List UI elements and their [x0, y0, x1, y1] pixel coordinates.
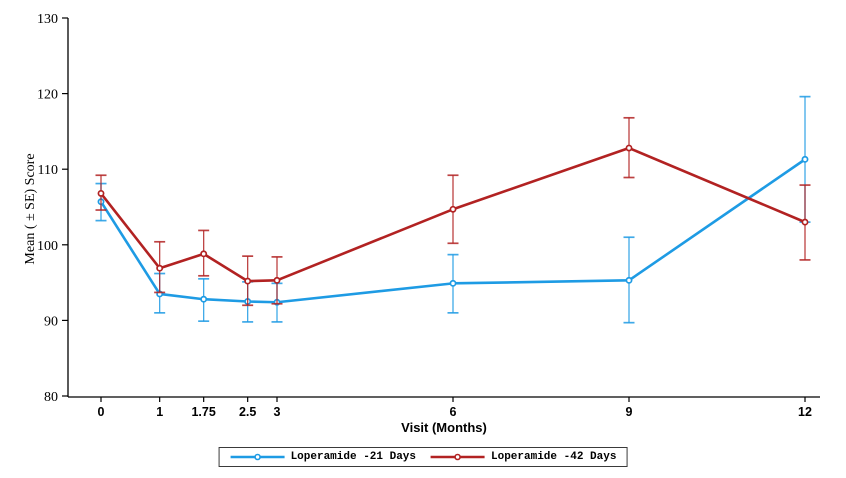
legend-swatch-blue — [230, 453, 285, 461]
svg-text:80: 80 — [44, 390, 58, 405]
y-axis-title: Mean ( ± SE) Score — [23, 153, 38, 265]
svg-text:12: 12 — [798, 405, 812, 419]
legend-swatch-red — [431, 453, 485, 461]
legend-item-loperamide-42: Loperamide -42 Days — [430, 451, 616, 463]
svg-text:90: 90 — [44, 314, 58, 329]
legend-label-loperamide-42: Loperamide -42 Days — [491, 451, 617, 463]
legend-label-loperamide-21: Loperamide -21 Days — [290, 451, 416, 463]
svg-text:3: 3 — [274, 405, 281, 419]
svg-text:120: 120 — [37, 88, 58, 103]
legend-marker-blue — [254, 453, 261, 461]
svg-text:0: 0 — [98, 405, 105, 419]
legend-marker-red — [454, 453, 462, 461]
svg-text:1.75: 1.75 — [191, 405, 215, 419]
svg-text:2.5: 2.5 — [239, 405, 256, 419]
svg-text:130: 130 — [37, 12, 58, 27]
svg-text:9: 9 — [626, 405, 633, 419]
svg-text:100: 100 — [37, 239, 58, 254]
x-axis-title: Visit (Months) — [401, 420, 487, 435]
legend-item-loperamide-21: Loperamide -21 Days — [230, 451, 416, 463]
svg-text:110: 110 — [38, 163, 58, 178]
legend: Loperamide -21 Days Loperamide -42 Days — [218, 447, 628, 467]
plot-area: 80 90 100 110 120 130 0 1 1.75 2.5 3 6 9 12 — [37, 12, 820, 419]
svg-text:1: 1 — [156, 405, 163, 419]
svg-text:6: 6 — [450, 405, 457, 419]
